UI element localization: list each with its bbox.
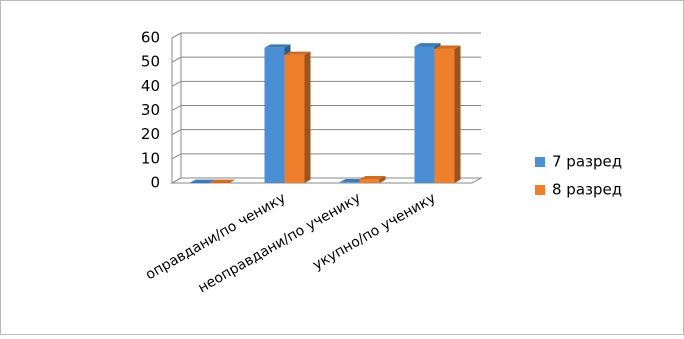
bar-top bbox=[434, 45, 461, 49]
grid-line bbox=[171, 80, 481, 87]
bar-side bbox=[379, 176, 386, 183]
legend-label: 7 разред bbox=[552, 153, 622, 171]
grid-line bbox=[171, 56, 481, 63]
y-tick-label: 50 bbox=[141, 53, 160, 71]
bar-top bbox=[339, 178, 366, 183]
bar bbox=[189, 183, 210, 184]
bar bbox=[359, 179, 380, 183]
grid-line bbox=[171, 129, 481, 136]
y-tick-label: 10 bbox=[141, 149, 160, 167]
y-tick-label: 30 bbox=[141, 101, 160, 119]
legend-swatch bbox=[535, 157, 545, 167]
grid-line bbox=[171, 153, 481, 160]
bar bbox=[339, 182, 360, 183]
bar bbox=[209, 183, 230, 184]
bar bbox=[264, 47, 285, 183]
y-tick-label: 0 bbox=[150, 174, 160, 192]
grid-line bbox=[171, 105, 481, 111]
bar-top bbox=[264, 44, 291, 48]
bar-top bbox=[209, 179, 236, 183]
grid-line bbox=[171, 32, 481, 39]
bar-top bbox=[284, 51, 311, 55]
legend-label: 8 разред bbox=[552, 181, 622, 199]
bar bbox=[414, 46, 435, 184]
y-tick-label: 60 bbox=[141, 29, 160, 47]
y-tick-label: 40 bbox=[141, 77, 160, 95]
legend-swatch bbox=[535, 185, 545, 195]
bar-top bbox=[359, 176, 386, 180]
bar-side bbox=[454, 45, 461, 183]
bar-top bbox=[414, 43, 441, 47]
bar bbox=[434, 48, 455, 183]
y-tick-label: 20 bbox=[141, 125, 160, 143]
bar-top bbox=[189, 179, 216, 183]
bar bbox=[284, 54, 305, 183]
bar-side bbox=[304, 51, 311, 184]
